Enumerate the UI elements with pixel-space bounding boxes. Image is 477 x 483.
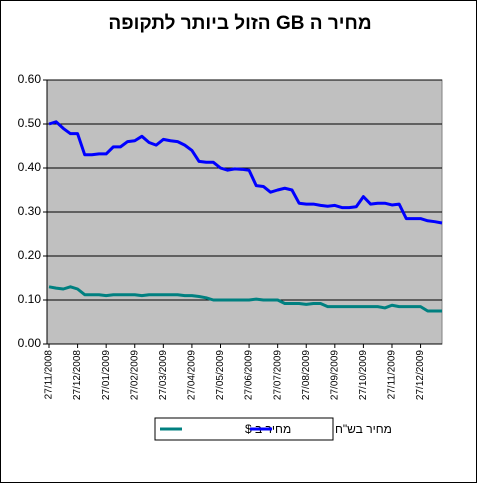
- x-tick-label: 27/11/2009: [387, 350, 398, 400]
- y-tick-label: 0.40: [18, 160, 42, 174]
- x-tick-label: 27/05/2009: [215, 350, 226, 400]
- x-tick-label: 27/01/2009: [101, 350, 112, 400]
- x-tick-label: 27/08/2009: [301, 350, 312, 400]
- y-tick-label: 0.30: [18, 204, 42, 218]
- x-tick-label: 27/12/2009: [415, 350, 426, 400]
- chart-title: מחיר ה GB הזול ביותר לתקופה: [108, 13, 371, 34]
- data-line: [48, 120, 443, 225]
- x-tick-label: 27/12/2008: [72, 350, 83, 400]
- y-tick-label: 0.60: [18, 72, 42, 86]
- x-tick-label: 27/07/2009: [272, 350, 283, 400]
- x-tick-label: 27/11/2008: [44, 350, 55, 400]
- y-tick-label: 0.00: [18, 336, 42, 350]
- x-tick-label: 27/10/2009: [358, 350, 369, 400]
- legend-label: מחיר בש"ח: [335, 422, 392, 436]
- y-tick-label: 0.50: [18, 116, 42, 130]
- data-line: [48, 285, 442, 313]
- y-tick-label: 0.10: [18, 292, 42, 306]
- x-tick-label: 27/03/2009: [158, 350, 169, 400]
- legend-box: [154, 417, 334, 441]
- x-tick-label: 27/04/2009: [187, 350, 198, 400]
- x-tick-label: 27/06/2009: [244, 350, 255, 400]
- x-tick-label: 27/02/2009: [129, 350, 140, 400]
- y-tick-label: 0.20: [18, 248, 42, 262]
- x-tick-label: 27/09/2009: [329, 350, 340, 400]
